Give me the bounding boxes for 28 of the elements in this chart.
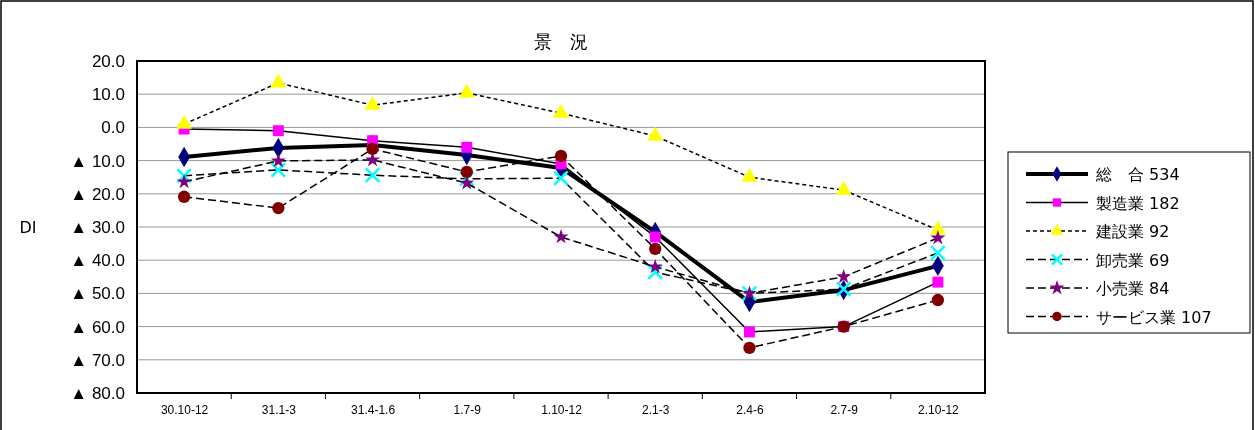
x-tick-label: 31.4-1.6 — [351, 402, 396, 417]
y-tick-label: ▲ 40.0 — [70, 251, 125, 271]
y-tick-label: ▲ 60.0 — [70, 317, 125, 337]
y-tick-label: ▲ 50.0 — [70, 284, 125, 304]
y-tick-label: 0.0 — [101, 118, 125, 138]
y-tick-label: ▲ 10.0 — [70, 151, 125, 171]
x-tick-label: 1.10-12 — [541, 402, 583, 417]
x-tick-label: 2.1-3 — [642, 402, 670, 417]
legend-label: 製造業 182 — [1096, 193, 1180, 213]
x-tick-label: 31.1-3 — [261, 402, 297, 417]
x-tick-label: 2.4-6 — [736, 402, 764, 417]
x-tick-label: 1.7-9 — [453, 402, 482, 417]
y-tick-label: ▲ 80.0 — [70, 383, 125, 403]
x-tick-label: 30.10-12 — [160, 402, 209, 417]
y-tick-label: ▲ 70.0 — [70, 350, 125, 370]
x-tick-label: 2.7-9 — [830, 402, 859, 417]
y-tick-label: 20.0 — [91, 51, 125, 71]
legend-label: 建設業 92 — [1095, 222, 1170, 241]
y-axis-title: DI — [19, 218, 37, 237]
legend-label: 卸売業 69 — [1096, 250, 1170, 270]
chart-title: 景 況 — [534, 31, 588, 52]
legend-label: 総 合 534 — [1095, 165, 1180, 184]
y-tick-label: ▲ 30.0 — [70, 217, 125, 237]
legend-label: サービス業 107 — [1096, 307, 1212, 327]
y-tick-label: ▲ 20.0 — [70, 184, 125, 204]
y-tick-label: 10.0 — [91, 85, 125, 105]
legend-label: 小売業 84 — [1096, 279, 1170, 298]
x-tick-label: 2.10-12 — [918, 402, 960, 417]
